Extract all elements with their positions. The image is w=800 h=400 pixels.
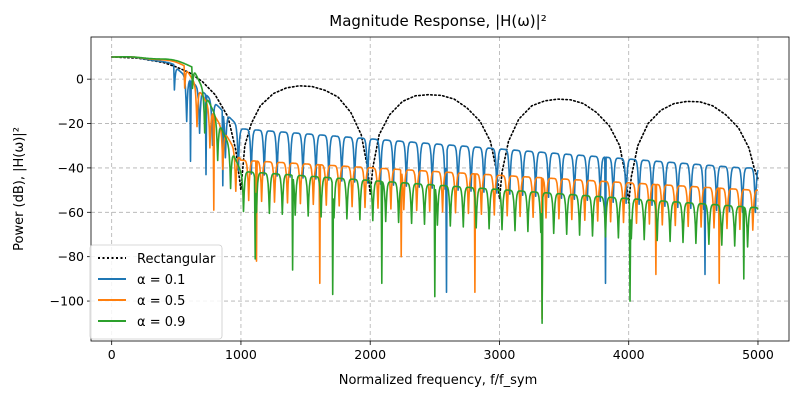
x-tick-label: 5000 [742,347,774,362]
x-tick-label: 1000 [225,347,257,362]
legend: Rectangular α = 0.1 α = 0.5 α = 0.9 [89,244,223,340]
chart-title: Magnitude Response, |H(ω)|² [329,12,546,30]
x-tick-label: 4000 [613,347,645,362]
y-tick-label: −80 [58,249,84,264]
series-line-alpha-0.5 [111,55,759,320]
y-tick-label: −20 [58,116,84,131]
y-tick-label: −60 [58,205,84,220]
axis-ticks: 0 1000 2000 3000 4000 5000 −100 −80 −60 −40 −20 0 [50,72,774,362]
plot-area [110,55,759,325]
grid [91,37,789,341]
x-axis-label: Normalized frequency, f/f_sym [339,373,538,388]
legend-label-alpha-0.1: α = 0.1 [137,273,185,288]
legend-box [89,244,223,340]
x-tick-label: 0 [108,347,116,362]
series-line-alpha-0.9 [111,55,759,325]
legend-label-alpha-0.9: α = 0.9 [137,315,185,330]
y-tick-label: 0 [76,72,84,87]
series-line-rectangular [110,56,759,204]
legend-label-rectangular: Rectangular [137,252,216,267]
x-tick-label: 2000 [354,347,386,362]
plot-frame [90,36,790,342]
y-tick-label: −40 [58,160,84,175]
y-tick-label: −100 [50,294,84,309]
legend-label-alpha-0.5: α = 0.5 [137,294,185,309]
y-axis-label: Power (dB), |H(ω)|² [12,127,27,251]
x-tick-label: 3000 [484,347,516,362]
series-line-alpha-0.1 [111,55,759,294]
